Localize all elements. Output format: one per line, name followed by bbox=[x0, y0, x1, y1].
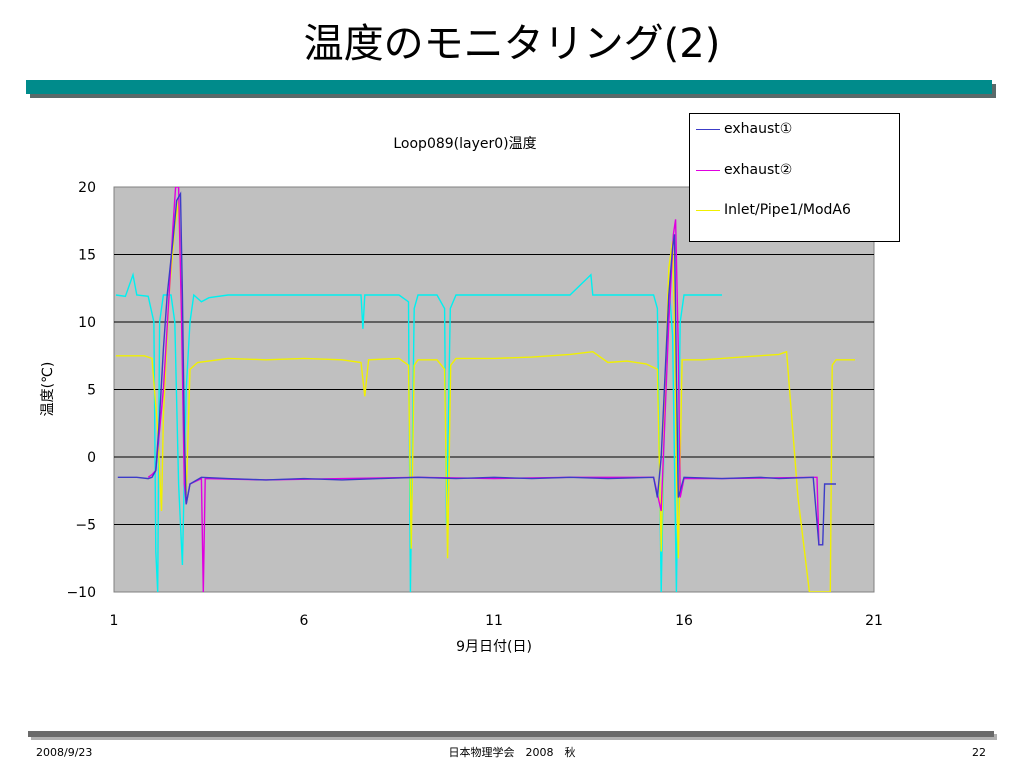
grid-lines bbox=[114, 254, 874, 525]
x-tick-label: 16 bbox=[675, 613, 693, 629]
y-tick-label: −5 bbox=[75, 518, 96, 534]
x-tick-label: 1 bbox=[110, 613, 119, 629]
footer-bar bbox=[28, 731, 994, 737]
y-axis-ticks: 20 15 10 5 0 −5 −10 bbox=[66, 180, 96, 601]
title-underline-bar bbox=[26, 80, 992, 94]
y-tick-label: 5 bbox=[87, 383, 96, 399]
legend-swatch bbox=[696, 209, 720, 211]
series-lines bbox=[115, 187, 855, 592]
x-tick-label: 6 bbox=[300, 613, 309, 629]
legend-label: exhaust① bbox=[724, 121, 793, 137]
page-number: 22 bbox=[972, 746, 986, 759]
legend-label: Inlet/Pipe1/ModA6 bbox=[724, 202, 851, 218]
y-axis-label: 温度(℃) bbox=[40, 362, 56, 417]
legend-swatch bbox=[696, 169, 720, 171]
x-axis-label: 9月日付(日) bbox=[456, 639, 532, 655]
legend-item-exhaust-2: exhaust② bbox=[696, 160, 792, 180]
y-tick-label: 15 bbox=[78, 248, 96, 264]
legend-swatch bbox=[696, 128, 720, 130]
x-tick-label: 21 bbox=[865, 613, 883, 629]
chart-title: Loop089(layer0)温度 bbox=[393, 136, 536, 152]
series-line bbox=[117, 191, 836, 546]
legend-label: exhaust② bbox=[724, 162, 793, 178]
legend-item-inlet-pipe1-moda6: Inlet/Pipe1/ModA6 bbox=[696, 200, 851, 220]
y-tick-label: 10 bbox=[78, 315, 96, 331]
footer-date: 2008/9/23 bbox=[36, 746, 93, 759]
chart-legend: exhaust① exhaust② Inlet/Pipe1/ModA6 bbox=[689, 113, 900, 242]
footer-conference: 日本物理学会 2008 秋 bbox=[448, 746, 576, 759]
legend-item-exhaust-1: exhaust① bbox=[696, 119, 792, 139]
x-tick-label: 11 bbox=[485, 613, 503, 629]
y-tick-label: 20 bbox=[78, 180, 96, 196]
x-axis-ticks: 1 6 11 16 21 bbox=[110, 613, 883, 629]
y-tick-label: 0 bbox=[87, 450, 96, 466]
slide-title: 温度のモニタリング(2) bbox=[303, 21, 721, 67]
y-tick-label: −10 bbox=[66, 585, 96, 601]
